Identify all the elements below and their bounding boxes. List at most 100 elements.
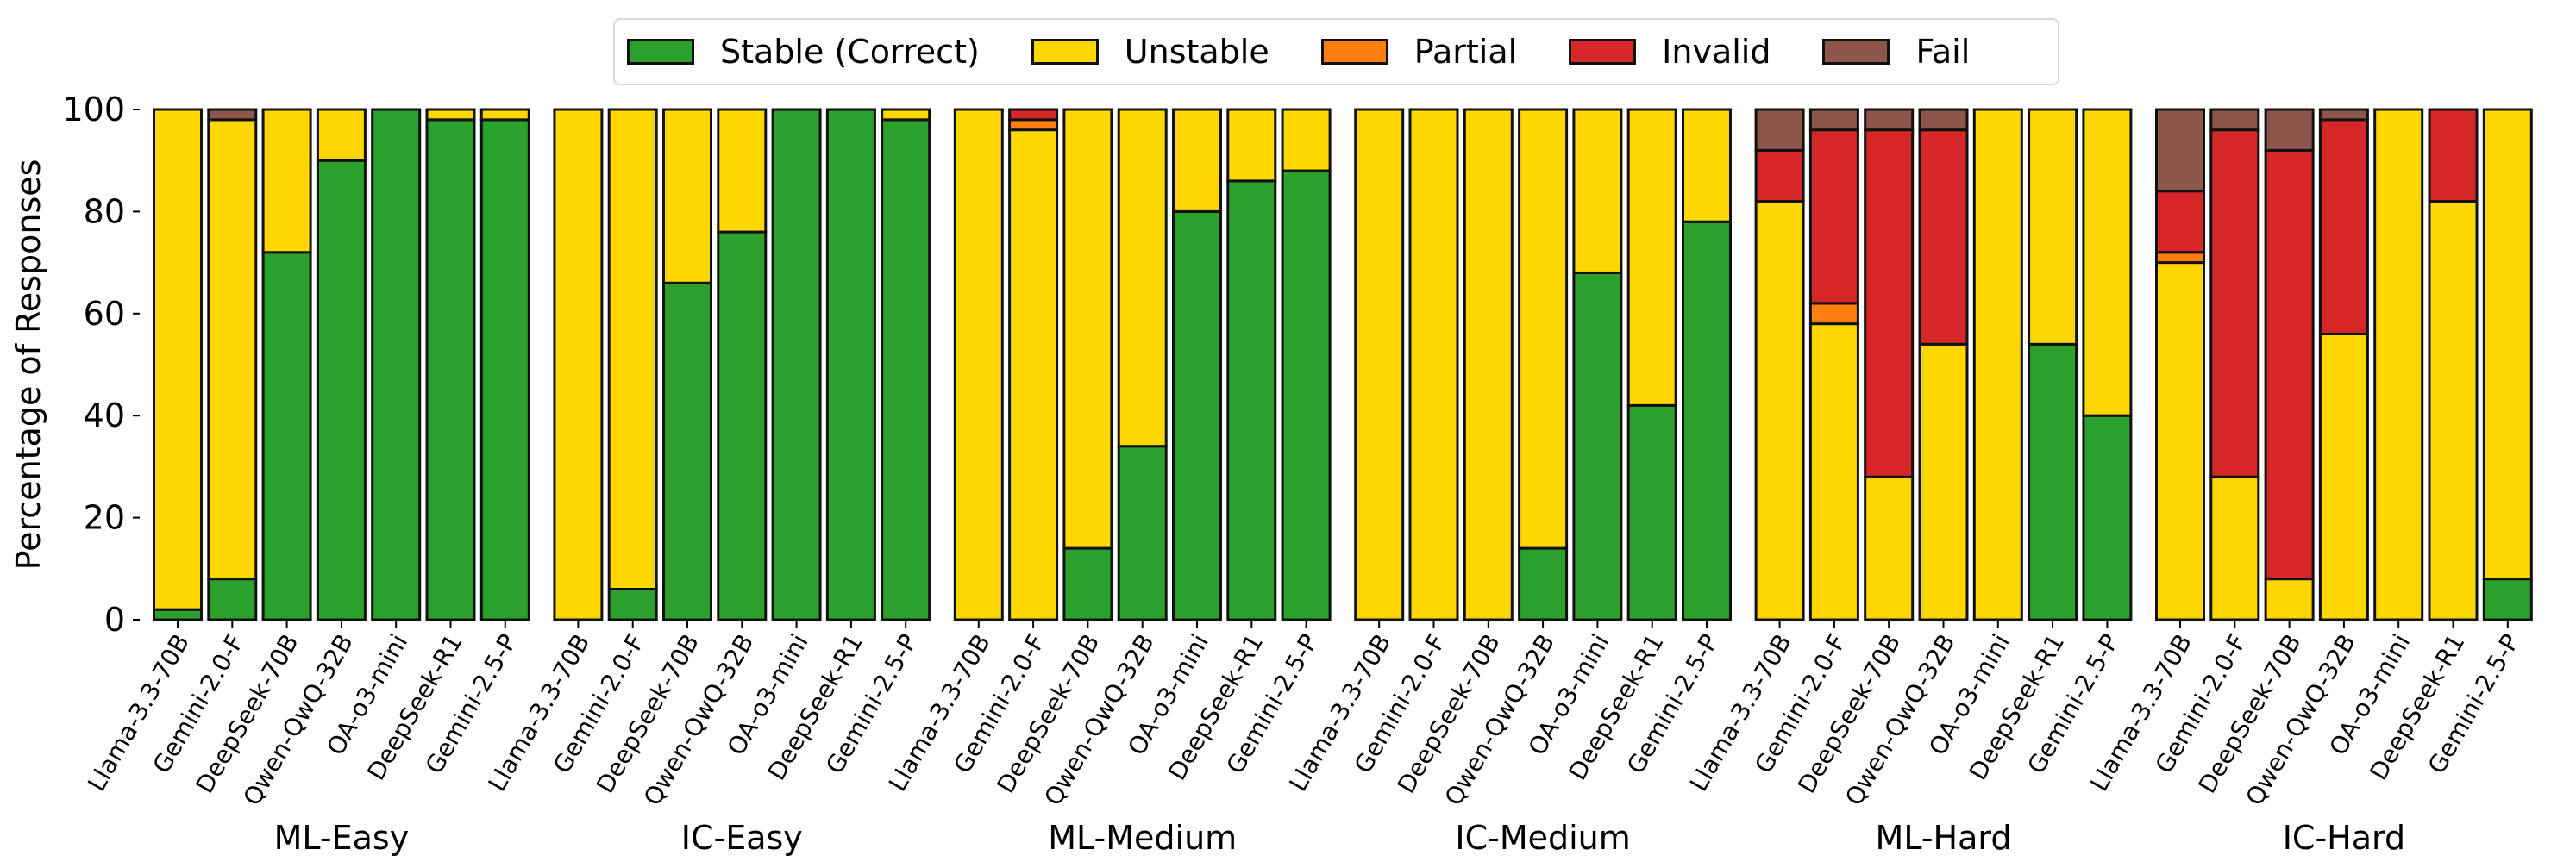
bar-segment-unstable — [2028, 108, 2078, 346]
bar-segment-invalid — [1864, 128, 1915, 478]
bar-segment-stable — [1062, 546, 1113, 621]
bar-segment-invalid — [1008, 108, 1059, 122]
group-labels: ML-Easy IC-Easy ML-Medium IC-Medium ML-Hard I… — [274, 819, 2405, 857]
y-tick-label: 80 — [84, 192, 125, 230]
bar-segment-unstable — [1518, 108, 1569, 550]
bar-segment-invalid — [2209, 128, 2260, 478]
x-axis: Llama-3.3-70BGemini-2.0-FDeepSeek-70BQwe… — [82, 620, 2525, 810]
bar-segment-unstable — [2155, 261, 2205, 621]
y-tick-label: 60 — [84, 295, 125, 333]
bar-segment-stable — [1117, 445, 1168, 621]
bar-segment-stable — [371, 108, 422, 621]
group-label: IC-Hard — [2283, 819, 2405, 857]
bar-segment-unstable — [1972, 108, 2023, 621]
bar-segment-unstable — [1062, 108, 1113, 550]
bar-segment-unstable — [1226, 108, 1277, 183]
legend-item-stable: Stable (Correct) — [627, 33, 980, 71]
bar-segment-stable — [2028, 342, 2078, 621]
bar-segment-unstable — [1354, 108, 1405, 621]
bar-segment-unstable — [881, 108, 931, 122]
legend-swatch-stable — [627, 39, 694, 65]
bar-segment-unstable — [1754, 200, 1805, 621]
bar-segment-stable — [1626, 403, 1677, 621]
bar-segment-unstable — [1626, 108, 1677, 407]
bar-segment-stable — [771, 108, 822, 621]
bar-segment-unstable — [2209, 475, 2260, 621]
bar-segment-unstable — [153, 108, 203, 611]
bar-segment-unstable — [717, 108, 768, 234]
bar-segment-unstable — [1281, 108, 1332, 172]
bar-segment-stable — [261, 251, 312, 621]
bar-segment-stable — [2082, 414, 2133, 621]
group-label: ML-Hard — [1876, 819, 2012, 857]
y-tick-label: 0 — [104, 601, 125, 639]
legend: Stable (Correct) Unstable Partial Invali… — [613, 18, 2059, 85]
legend-swatch-fail — [1822, 39, 1890, 65]
bar-segment-stable — [316, 159, 367, 621]
legend-item-unstable: Unstable — [1031, 33, 1269, 71]
bar-segment-fail — [2318, 108, 2369, 122]
bar-segment-unstable — [261, 108, 312, 254]
bar-segment-fail — [2264, 108, 2315, 152]
bar-segment-unstable — [1117, 108, 1168, 448]
y-axis-label: Percentage of Responses — [9, 159, 47, 571]
bar-segment-unstable — [1008, 128, 1059, 621]
legend-label-unstable: Unstable — [1124, 33, 1269, 71]
bar-segment-unstable — [2082, 108, 2133, 417]
y-tick-label: 20 — [84, 499, 125, 537]
bar-segment-unstable — [1463, 108, 1514, 621]
bar-segment-unstable — [2428, 200, 2479, 621]
bar-segment-stable — [662, 281, 712, 621]
bar-segment-stable — [153, 608, 203, 621]
bar-segment-unstable — [479, 108, 530, 122]
legend-swatch-partial — [1320, 39, 1388, 65]
bar-segment-unstable — [1172, 108, 1222, 213]
bar-segment-unstable — [1572, 108, 1623, 274]
bar-segment-fail — [2209, 108, 2260, 132]
group-label: ML-Medium — [1048, 819, 1237, 857]
legend-item-invalid: Invalid — [1569, 33, 1771, 71]
group-label: IC-Medium — [1455, 819, 1630, 857]
bar-segment-unstable — [2264, 578, 2315, 621]
group-label: ML-Easy — [274, 819, 410, 857]
bar-segment-fail — [1864, 108, 1915, 132]
y-tick-label: 100 — [62, 91, 125, 128]
bar-segment-stable — [425, 118, 476, 621]
bar-segment-fail — [1808, 108, 1859, 132]
bar-segment-stable — [1281, 169, 1332, 621]
bar-segment-stable — [717, 230, 768, 621]
legend-swatch-unstable — [1031, 39, 1099, 65]
bar-segment-unstable — [1918, 342, 1969, 621]
bar-segment-unstable — [207, 118, 258, 581]
bars — [153, 108, 2533, 621]
bar-segment-invalid — [1754, 148, 1805, 203]
group-label: IC-Easy — [681, 819, 803, 857]
bar-segment-invalid — [1918, 128, 1969, 346]
bar-segment-unstable — [2373, 108, 2424, 621]
legend-label-invalid: Invalid — [1662, 33, 1771, 71]
bar-segment-stable — [825, 108, 876, 621]
bar-segment-unstable — [1808, 322, 1859, 621]
bar-segment-fail — [1918, 108, 1969, 132]
legend-item-fail: Fail — [1822, 33, 1970, 71]
bar-segment-stable — [1226, 179, 1277, 621]
bar-segment-unstable — [2318, 332, 2369, 621]
y-tick-label: 40 — [84, 397, 125, 434]
legend-swatch-invalid — [1569, 39, 1637, 65]
bar-segment-unstable — [1682, 108, 1732, 223]
bar-segment-unstable — [316, 108, 367, 162]
bar-segment-partial — [2155, 251, 2205, 265]
bar-segment-stable — [607, 587, 658, 621]
bar-segment-invalid — [2428, 108, 2479, 203]
bar-segment-fail — [207, 108, 258, 122]
bar-segment-stable — [479, 118, 530, 621]
bar-segment-unstable — [553, 108, 604, 621]
bar-segment-stable — [2482, 578, 2533, 621]
bar-segment-stable — [1572, 271, 1623, 621]
legend-item-partial: Partial — [1320, 33, 1517, 71]
bar-segment-invalid — [2318, 118, 2369, 335]
bar-segment-unstable — [953, 108, 1004, 621]
bar-segment-unstable — [1864, 475, 1915, 621]
bar-segment-stable — [1172, 209, 1222, 621]
